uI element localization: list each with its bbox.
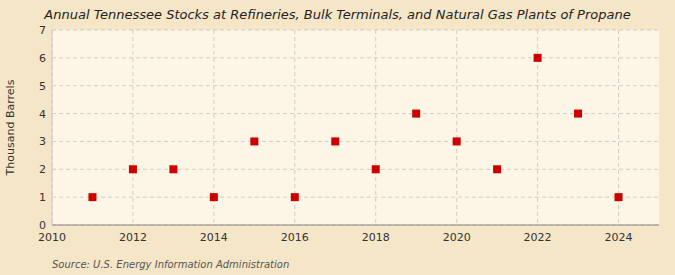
y-axis-label: Thousand Barrels <box>4 79 17 176</box>
data-point <box>534 54 542 62</box>
data-point <box>615 193 623 201</box>
y-tick-label: 4 <box>39 108 46 121</box>
x-tick-label: 2016 <box>281 231 309 244</box>
x-grid-line <box>52 30 53 225</box>
source-note: Source: U.S. Energy Information Administ… <box>52 259 289 270</box>
points <box>88 54 622 201</box>
x-tick-label: 2024 <box>605 231 633 244</box>
y-grid-line <box>52 85 659 86</box>
x-tick-label: 2012 <box>119 231 147 244</box>
x-tick-label: 2020 <box>443 231 471 244</box>
data-point <box>453 137 461 145</box>
y-tick-label: 5 <box>39 80 46 93</box>
data-point <box>372 165 380 173</box>
y-tick-label: 2 <box>39 163 46 176</box>
x-tick-label: 2010 <box>38 231 66 244</box>
x-grid-line <box>375 30 376 225</box>
y-grid-line <box>52 225 659 226</box>
y-grid-line <box>52 30 659 31</box>
data-point <box>291 193 299 201</box>
y-grid-line <box>52 169 659 170</box>
data-point <box>250 137 258 145</box>
chart-title: Annual Tennessee Stocks at Refineries, B… <box>43 7 630 22</box>
y-tick-label: 1 <box>39 191 46 204</box>
chart-svg: 0123456720102012201420162018202020222024… <box>0 0 675 275</box>
y-axis-line <box>52 30 53 225</box>
y-tick-label: 6 <box>39 52 46 65</box>
data-point <box>412 110 420 118</box>
grid <box>52 30 659 225</box>
figure-background <box>0 0 675 275</box>
y-grid-line <box>52 113 659 114</box>
y-tick-label: 3 <box>39 135 46 148</box>
data-point <box>88 193 96 201</box>
data-point <box>331 137 339 145</box>
data-point <box>210 193 218 201</box>
data-point <box>493 165 501 173</box>
x-axis-line <box>52 225 659 226</box>
x-tick-label: 2018 <box>362 231 390 244</box>
y-tick-label: 7 <box>39 24 46 37</box>
data-point <box>169 165 177 173</box>
y-grid-line <box>52 141 659 142</box>
data-point <box>574 110 582 118</box>
plot-background <box>52 30 659 225</box>
chart-container: 0123456720102012201420162018202020222024… <box>0 0 675 275</box>
y-grid-line <box>52 57 659 58</box>
data-point <box>129 165 137 173</box>
x-tick-label: 2014 <box>200 231 228 244</box>
x-grid-line <box>456 30 457 225</box>
x-grid-line <box>132 30 133 225</box>
axes: 0123456720102012201420162018202020222024 <box>38 24 659 244</box>
y-grid-line <box>52 197 659 198</box>
x-tick-label: 2022 <box>524 231 552 244</box>
